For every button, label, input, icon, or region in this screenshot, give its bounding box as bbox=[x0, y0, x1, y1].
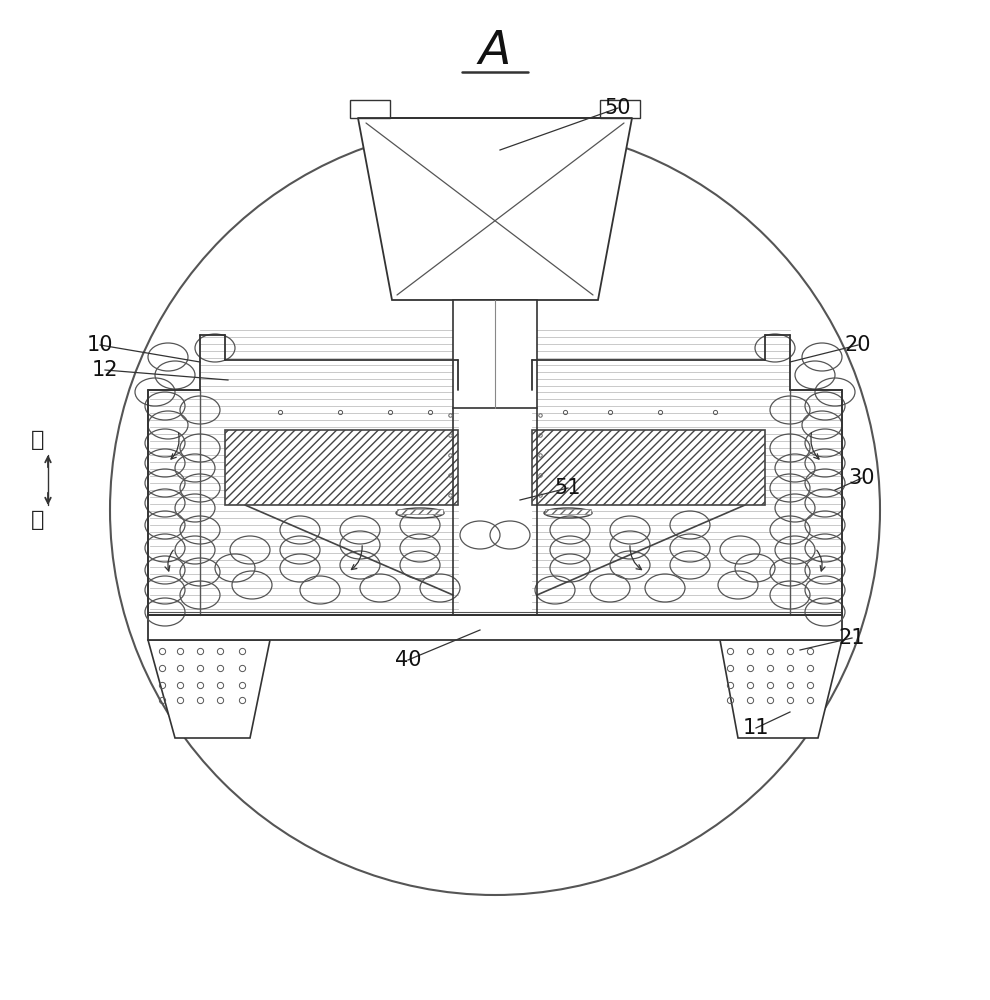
Text: 30: 30 bbox=[848, 468, 875, 488]
Text: 51: 51 bbox=[554, 478, 581, 498]
FancyArrowPatch shape bbox=[165, 550, 173, 571]
Bar bbox=[453, 300, 537, 408]
Text: 10: 10 bbox=[87, 335, 113, 355]
Text: 21: 21 bbox=[839, 628, 865, 648]
Bar bbox=[148, 615, 842, 640]
Text: 上: 上 bbox=[32, 430, 45, 450]
Bar bbox=[225, 430, 458, 505]
Text: 40: 40 bbox=[395, 650, 422, 670]
Text: A: A bbox=[479, 29, 511, 75]
FancyArrowPatch shape bbox=[811, 433, 819, 459]
Polygon shape bbox=[720, 640, 842, 738]
FancyArrowPatch shape bbox=[817, 550, 825, 571]
Text: 20: 20 bbox=[844, 335, 871, 355]
Bar bbox=[545, 509, 591, 514]
FancyArrowPatch shape bbox=[630, 546, 642, 570]
Text: 12: 12 bbox=[92, 360, 118, 380]
FancyArrowPatch shape bbox=[351, 546, 362, 570]
Text: 50: 50 bbox=[605, 98, 632, 118]
Polygon shape bbox=[148, 640, 270, 738]
Text: 下: 下 bbox=[32, 510, 45, 530]
Bar bbox=[600, 100, 640, 118]
FancyArrowPatch shape bbox=[171, 433, 179, 459]
Bar bbox=[532, 430, 765, 505]
Bar bbox=[350, 100, 390, 118]
Text: 11: 11 bbox=[742, 718, 769, 738]
Polygon shape bbox=[358, 118, 632, 300]
Bar bbox=[397, 509, 443, 514]
